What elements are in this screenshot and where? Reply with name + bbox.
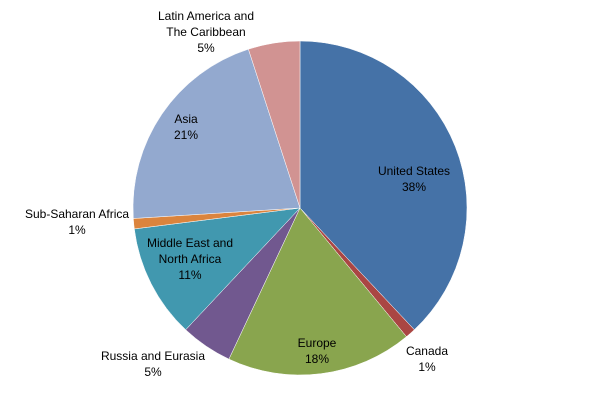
slice-label: Europe 18% <box>277 335 357 367</box>
slice-label: United States 38% <box>359 163 469 195</box>
category-label: Middle East and North Africa <box>146 236 234 266</box>
pie-slice <box>228 207 407 376</box>
value-label: 5% <box>144 365 162 379</box>
category-label: Latin America and The Caribbean <box>157 9 255 39</box>
value-label: 18% <box>304 352 330 366</box>
slice-label: Sub-Saharan Africa 1% <box>7 206 147 238</box>
category-label: Europe <box>297 336 337 350</box>
slice-label: Asia 21% <box>146 111 226 143</box>
category-label: United States <box>377 164 451 178</box>
category-label: Asia <box>174 112 198 126</box>
pie-slice <box>134 207 301 331</box>
pie-slice <box>299 40 468 331</box>
value-label: 5% <box>197 41 215 55</box>
slice-label: Middle East and North Africa 11% <box>138 235 243 283</box>
category-label: Canada <box>405 344 449 358</box>
value-label: 21% <box>173 128 199 142</box>
category-label: Russia and Eurasia <box>100 349 206 363</box>
slice-label: Latin America and The Caribbean 5% <box>149 8 264 56</box>
pie-slice <box>248 40 301 209</box>
value-label: 1% <box>68 223 86 237</box>
slice-label: Canada 1% <box>387 343 467 375</box>
slice-label: Russia and Eurasia 5% <box>88 348 218 380</box>
category-label: Sub-Saharan Africa <box>24 207 130 221</box>
pie-slice <box>132 48 301 219</box>
value-label: 11% <box>178 268 202 282</box>
value-label: 38% <box>401 180 427 194</box>
value-label: 1% <box>418 360 436 374</box>
